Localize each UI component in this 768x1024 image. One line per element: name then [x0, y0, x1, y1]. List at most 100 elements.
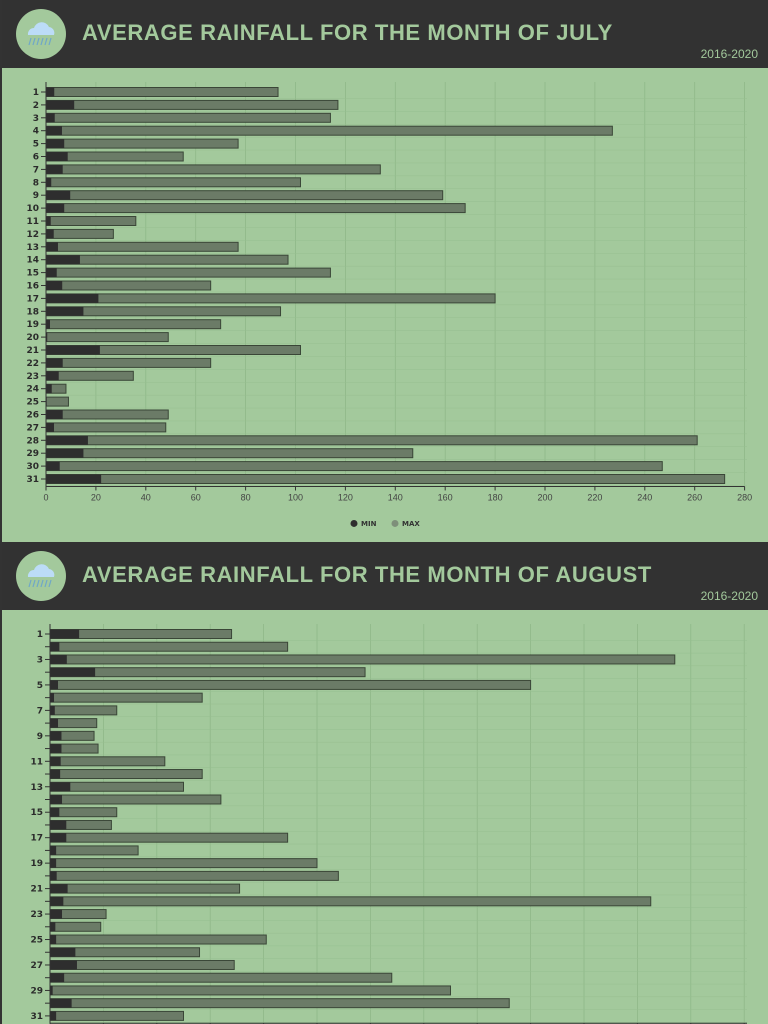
- bar-max: [49, 998, 510, 1009]
- bar-min: [46, 358, 63, 368]
- x-tick-label: 260: [687, 492, 702, 502]
- y-tick-label: 21: [26, 346, 39, 356]
- y-tick-label: 7: [33, 165, 39, 175]
- y-tick-label: 18: [26, 307, 39, 317]
- bar-min: [46, 281, 63, 290]
- bar-min: [50, 629, 80, 639]
- bar-max: [45, 422, 167, 433]
- bar-max: [45, 87, 279, 97]
- y-tick-label: 7: [37, 706, 43, 716]
- bar-max: [45, 177, 301, 188]
- bar-min: [50, 947, 76, 957]
- y-tick-label: 17: [30, 834, 43, 844]
- bar-max: [45, 474, 726, 484]
- bar-max: [45, 409, 169, 420]
- bar-max: [49, 692, 203, 703]
- bar-max: [49, 705, 118, 716]
- bar-max: [49, 769, 203, 780]
- y-tick-label: 5: [33, 140, 39, 150]
- y-tick-label: 19: [26, 320, 39, 330]
- y-tick-label: 11: [30, 757, 43, 767]
- x-tick-label: 240: [637, 492, 652, 502]
- rain-cloud-icon: [16, 9, 66, 59]
- july-chart: 1234567891011121314151617181920212223242…: [26, 82, 752, 528]
- bar-max: [49, 845, 139, 856]
- bar-max: [49, 807, 118, 818]
- y-tick-label: 31: [30, 1012, 43, 1022]
- y-tick-label: 28: [26, 436, 39, 446]
- chart-subtitle: 2016-2020: [700, 47, 758, 61]
- bar-max: [45, 190, 444, 201]
- x-tick-label: 100: [288, 492, 303, 502]
- bar-max: [49, 972, 393, 983]
- bar-min: [50, 705, 55, 715]
- bar-max: [45, 396, 69, 407]
- y-tick-label: 29: [30, 986, 43, 996]
- bar-min: [46, 113, 55, 123]
- bar-max: [49, 858, 318, 869]
- bar-max: [49, 934, 267, 945]
- y-tick-label: 20: [26, 333, 39, 343]
- y-tick-label: 10: [26, 204, 39, 214]
- y-tick-label: 26: [26, 411, 39, 421]
- bar-min: [50, 820, 67, 830]
- x-tick-label: 20: [91, 492, 101, 502]
- x-tick-label: 180: [488, 492, 503, 502]
- bar-min: [46, 139, 65, 149]
- x-tick-label: 200: [537, 492, 552, 502]
- bar-min: [46, 164, 63, 174]
- bar-max: [49, 679, 532, 690]
- bar-min: [46, 422, 54, 432]
- bar-max: [49, 794, 222, 805]
- legend-max-swatch: [391, 519, 399, 527]
- y-tick-label: 11: [26, 217, 39, 227]
- bar-min: [46, 435, 88, 445]
- bar-min: [46, 461, 60, 471]
- bar-min: [50, 744, 62, 754]
- x-tick-label: 280: [737, 492, 752, 502]
- x-tick-label: 0: [43, 492, 48, 502]
- y-tick-label: 19: [30, 859, 43, 869]
- bar-min: [50, 693, 55, 703]
- y-tick-label: 25: [30, 936, 43, 946]
- chart-subtitle: 2016-2020: [700, 589, 758, 603]
- y-tick-label: 6: [33, 153, 39, 163]
- bar-max: [49, 870, 339, 881]
- y-tick-label: 21: [30, 885, 43, 895]
- bar-min: [50, 896, 64, 906]
- bar-max: [45, 319, 222, 330]
- bar-min: [50, 909, 63, 919]
- july-panel: AVERAGE RAINFALL FOR THE MONTH OF JULY 2…: [0, 0, 768, 542]
- bar-min: [46, 306, 84, 316]
- bar-min: [50, 769, 61, 779]
- bar-min: [46, 345, 100, 355]
- bar-max: [49, 896, 652, 907]
- bar-max: [49, 959, 235, 970]
- bar-max: [49, 641, 289, 652]
- bar-min: [50, 680, 59, 690]
- bar-min: [50, 667, 96, 677]
- bar-min: [46, 242, 58, 252]
- bar-max: [49, 654, 676, 665]
- bar-max: [49, 985, 451, 996]
- bar-min: [46, 410, 63, 419]
- y-tick-label: 2: [33, 101, 39, 111]
- bar-max: [45, 164, 381, 175]
- y-tick-label: 25: [26, 398, 39, 408]
- y-tick-label: 4: [33, 127, 39, 137]
- x-tick-label: 160: [438, 492, 453, 502]
- bar-min: [46, 255, 80, 265]
- bar-max: [45, 203, 466, 214]
- chart-title: AVERAGE RAINFALL FOR THE MONTH OF AUGUST: [82, 562, 652, 587]
- bar-min: [46, 332, 48, 342]
- y-tick-label: 14: [26, 256, 39, 266]
- bar-max: [45, 254, 289, 265]
- bar-min: [46, 319, 50, 329]
- bar-max: [45, 241, 239, 252]
- y-tick-label: 9: [37, 732, 43, 742]
- legend-max-label: MAX: [402, 520, 420, 528]
- y-tick-label: 27: [30, 961, 43, 971]
- bar-min: [50, 756, 61, 766]
- y-tick-label: 13: [26, 243, 39, 253]
- bar-min: [46, 126, 62, 136]
